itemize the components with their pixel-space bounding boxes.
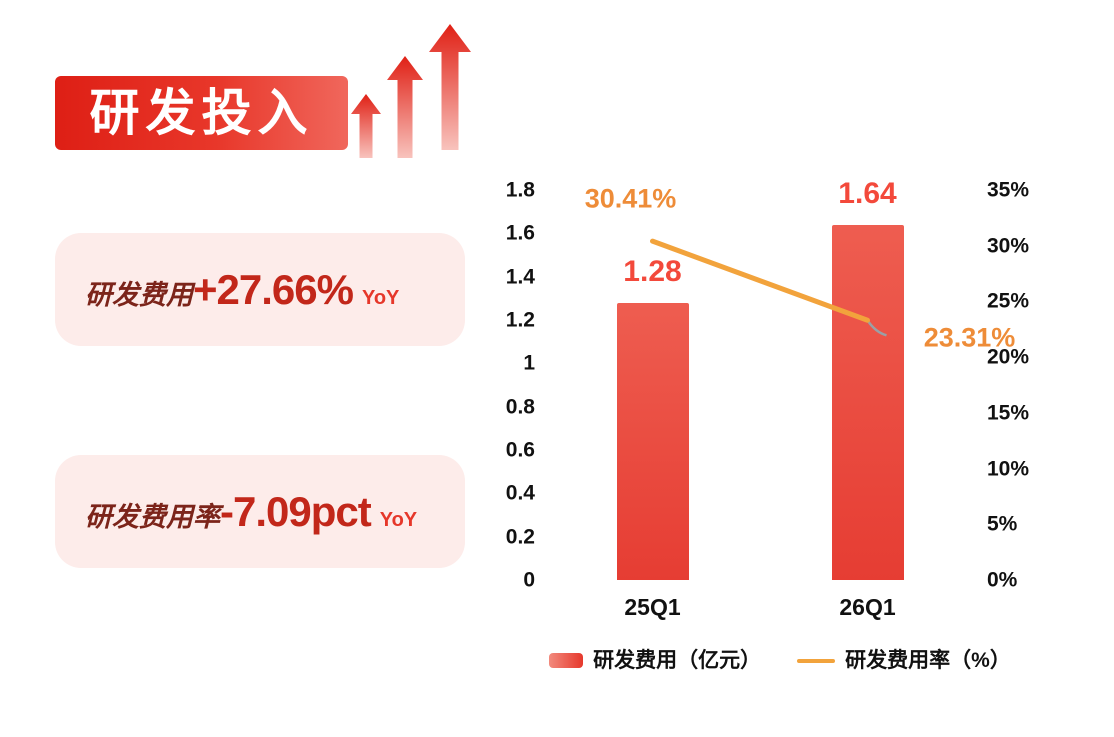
right-axis-tick: 20% <box>987 345 1030 369</box>
line-swatch-icon <box>797 658 836 663</box>
highlight-value: -7.09pct <box>220 487 372 535</box>
bar-swatch-icon <box>549 653 584 668</box>
right-axis-tick: 10% <box>987 457 1030 481</box>
bar-value-label: 1.28 <box>623 254 682 288</box>
left-axis-tick: 0.2 <box>505 525 535 549</box>
growth-arrows-icon <box>351 24 471 158</box>
rd-combo-chart: 1.8 1.6 1.4 1.2 1 0.8 0.6 0.4 0.2 0 35% 30% 25% 20% 1… <box>490 168 1070 708</box>
bar-value-label: 1.64 <box>838 176 897 210</box>
left-axis-tick: 0.8 <box>505 395 535 419</box>
bar-25Q1 <box>616 302 689 580</box>
legend-item-bar: 研发费用（亿元） <box>549 650 761 671</box>
highlight-card-rd-expense-rate: 研发费用率-7.09pct YoY <box>55 455 465 568</box>
x-axis-label: 25Q1 <box>624 594 681 620</box>
plot-area: 1.28 1.64 30.41% 23.31% <box>545 178 1015 580</box>
legend-label-bar: 研发费用（亿元） <box>593 649 762 672</box>
left-axis-tick: 0 <box>523 568 535 592</box>
highlight-card-rd-expense: 研发费用+27.66% YoY <box>55 233 465 346</box>
right-axis-tick: 30% <box>987 234 1030 258</box>
left-axis-tick: 1.2 <box>505 308 535 332</box>
chart-legend: 研发费用（亿元） 研发费用率（%） <box>490 650 1070 671</box>
legend-item-line: 研发费用率（%） <box>797 650 1011 671</box>
left-axis-tick: 0.6 <box>505 438 535 462</box>
legend-label-line: 研发费用率（%） <box>845 649 1011 672</box>
highlight-prefix: 研发费用 <box>85 279 193 311</box>
left-axis-tick: 1.4 <box>505 265 535 289</box>
left-axis-tick: 0.4 <box>505 481 535 505</box>
line-value-label: 30.41% <box>584 183 677 214</box>
line-value-label: 23.31% <box>923 322 1016 353</box>
left-axis-tick: 1.8 <box>505 178 535 202</box>
section-title: 研发投入 <box>89 85 314 141</box>
highlight-value: +27.66% <box>193 265 354 313</box>
section-banner: 研发投入 <box>55 76 348 150</box>
x-axis: 25Q1 26Q1 <box>545 596 975 628</box>
right-axis-tick: 25% <box>987 289 1030 313</box>
x-axis-label: 26Q1 <box>839 594 896 620</box>
highlight-text: 研发费用+27.66% YoY <box>85 266 399 314</box>
bar-26Q1 <box>831 224 904 580</box>
right-axis-tick: 15% <box>987 401 1030 425</box>
highlight-text: 研发费用率-7.09pct YoY <box>85 488 417 536</box>
left-axis-tick: 1.6 <box>505 221 535 245</box>
left-y-axis: 1.8 1.6 1.4 1.2 1 0.8 0.6 0.4 0.2 0 <box>490 180 535 591</box>
highlight-suffix: YoY <box>379 508 418 531</box>
highlight-suffix: YoY <box>361 286 400 309</box>
right-axis-tick: 0% <box>987 568 1018 592</box>
left-axis-tick: 1 <box>523 351 535 375</box>
right-axis-tick: 5% <box>987 512 1018 536</box>
right-axis-tick: 35% <box>987 178 1030 202</box>
rate-line-series <box>650 238 887 337</box>
right-y-axis: 35% 30% 25% 20% 15% 10% 5% 0% <box>987 180 1049 591</box>
highlight-prefix: 研发费用率 <box>85 501 220 533</box>
